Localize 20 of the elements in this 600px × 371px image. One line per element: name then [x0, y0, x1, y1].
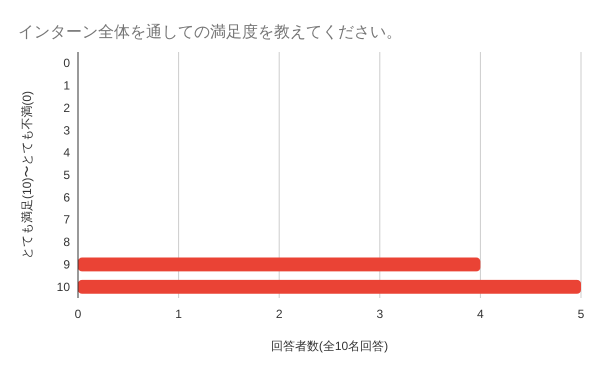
x-tick-label: 0 [74, 307, 82, 321]
x-axis-title: 回答者数(全10名回答) [270, 339, 388, 353]
y-tick-label: 3 [63, 123, 70, 138]
y-tick-label: 5 [63, 168, 70, 182]
x-tick-label: 4 [477, 307, 484, 321]
x-tick-label: 2 [276, 307, 283, 321]
y-tick-label: 6 [63, 190, 70, 204]
y-tick-label: 8 [63, 235, 70, 250]
y-tick-label: 2 [63, 100, 70, 115]
chart-title: インターン全体を通しての満足度を教えてください。 [18, 23, 402, 41]
y-tick-label: 1 [63, 78, 70, 93]
y-tick-label: 4 [63, 146, 70, 160]
y-tick-label: 10 [56, 280, 70, 294]
y-axis-title: とても満足(10)〜とても不満(0) [20, 90, 34, 260]
x-tick-label: 3 [376, 307, 384, 321]
x-tick-label: 5 [578, 307, 585, 321]
y-tick-label: 7 [63, 212, 70, 227]
x-tick-label: 1 [175, 307, 182, 321]
y-tick-label: 0 [63, 56, 70, 70]
y-tick-label: 9 [63, 257, 70, 272]
